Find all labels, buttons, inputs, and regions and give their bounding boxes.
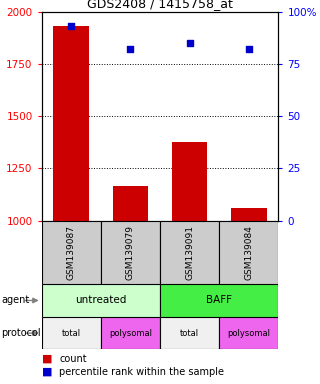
Bar [101,221,160,284]
Point [69,23,74,29]
Text: total: total [62,329,81,338]
Text: GSM139091: GSM139091 [185,225,194,280]
Text: BAFF: BAFF [206,295,232,306]
Title: GDS2408 / 1415758_at: GDS2408 / 1415758_at [87,0,233,10]
Text: untreated: untreated [75,295,126,306]
Text: total: total [180,329,199,338]
Text: protocol: protocol [2,328,41,338]
Bar [113,186,148,221]
Text: ■: ■ [42,354,52,364]
Bar [42,221,101,284]
Text: GSM139079: GSM139079 [126,225,135,280]
Text: agent: agent [2,295,30,306]
Bar [42,284,160,317]
Point [187,40,192,46]
Bar [160,221,219,284]
Text: polysomal: polysomal [109,329,152,338]
Text: GSM139087: GSM139087 [67,225,76,280]
Bar [160,317,219,349]
Point [246,46,252,52]
Point [128,46,133,52]
Bar [160,284,278,317]
Text: polysomal: polysomal [227,329,270,338]
Text: count: count [59,354,87,364]
Text: GSM139084: GSM139084 [244,225,253,280]
Bar [42,317,101,349]
Text: percentile rank within the sample: percentile rank within the sample [59,367,224,377]
Text: ■: ■ [42,367,52,377]
Bar [172,142,207,221]
Bar [231,208,267,221]
Bar [219,221,278,284]
Bar [219,317,278,349]
Bar [101,317,160,349]
Bar [53,26,89,221]
